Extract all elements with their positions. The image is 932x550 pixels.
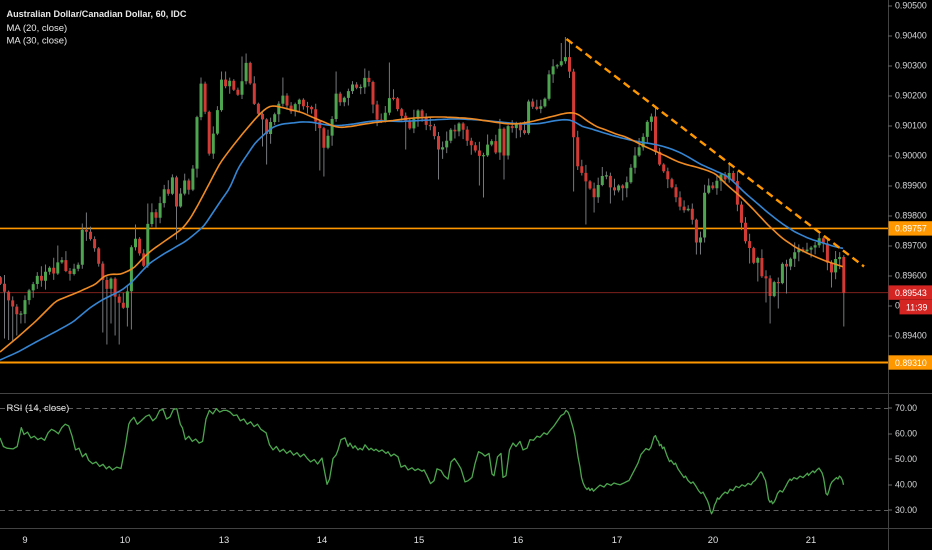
svg-text:0.90500: 0.90500 [895,1,927,11]
svg-text:RSI (14, close): RSI (14, close) [7,403,70,414]
svg-text:0.90200: 0.90200 [895,91,927,101]
svg-text:10: 10 [120,534,130,545]
svg-text:0.90400: 0.90400 [895,31,927,41]
svg-text:40.00: 40.00 [895,479,917,489]
svg-text:0.90100: 0.90100 [895,121,927,131]
svg-text:0.89543: 0.89543 [895,288,927,298]
svg-text:0.90000: 0.90000 [895,151,927,161]
svg-text:11:39: 11:39 [906,303,927,313]
svg-text:0.90300: 0.90300 [895,61,927,71]
svg-text:0.89400: 0.89400 [895,331,927,341]
svg-text:70.00: 70.00 [895,403,917,413]
svg-text:16: 16 [513,534,523,545]
svg-text:60.00: 60.00 [895,428,917,438]
svg-text:MA (20, close): MA (20, close) [7,23,68,34]
svg-text:0.89310: 0.89310 [895,358,927,368]
svg-text:MA (30, close): MA (30, close) [7,35,68,46]
svg-text:15: 15 [414,534,424,545]
svg-text:0.89600: 0.89600 [895,271,927,281]
svg-text:9: 9 [22,534,27,545]
svg-text:50.00: 50.00 [895,454,917,464]
svg-text:20: 20 [708,534,718,545]
svg-text:0.89800: 0.89800 [895,211,927,221]
svg-text:13: 13 [219,534,229,545]
svg-text:0.89757: 0.89757 [895,224,927,234]
svg-text:17: 17 [612,534,622,545]
svg-text:21: 21 [806,534,816,545]
svg-text:14: 14 [317,534,327,545]
svg-text:0.89700: 0.89700 [895,241,927,251]
svg-text:30.00: 30.00 [895,505,917,515]
svg-text:0.89900: 0.89900 [895,181,927,191]
svg-text:Australian Dollar/Canadian Dol: Australian Dollar/Canadian Dollar, 60, I… [7,9,187,19]
